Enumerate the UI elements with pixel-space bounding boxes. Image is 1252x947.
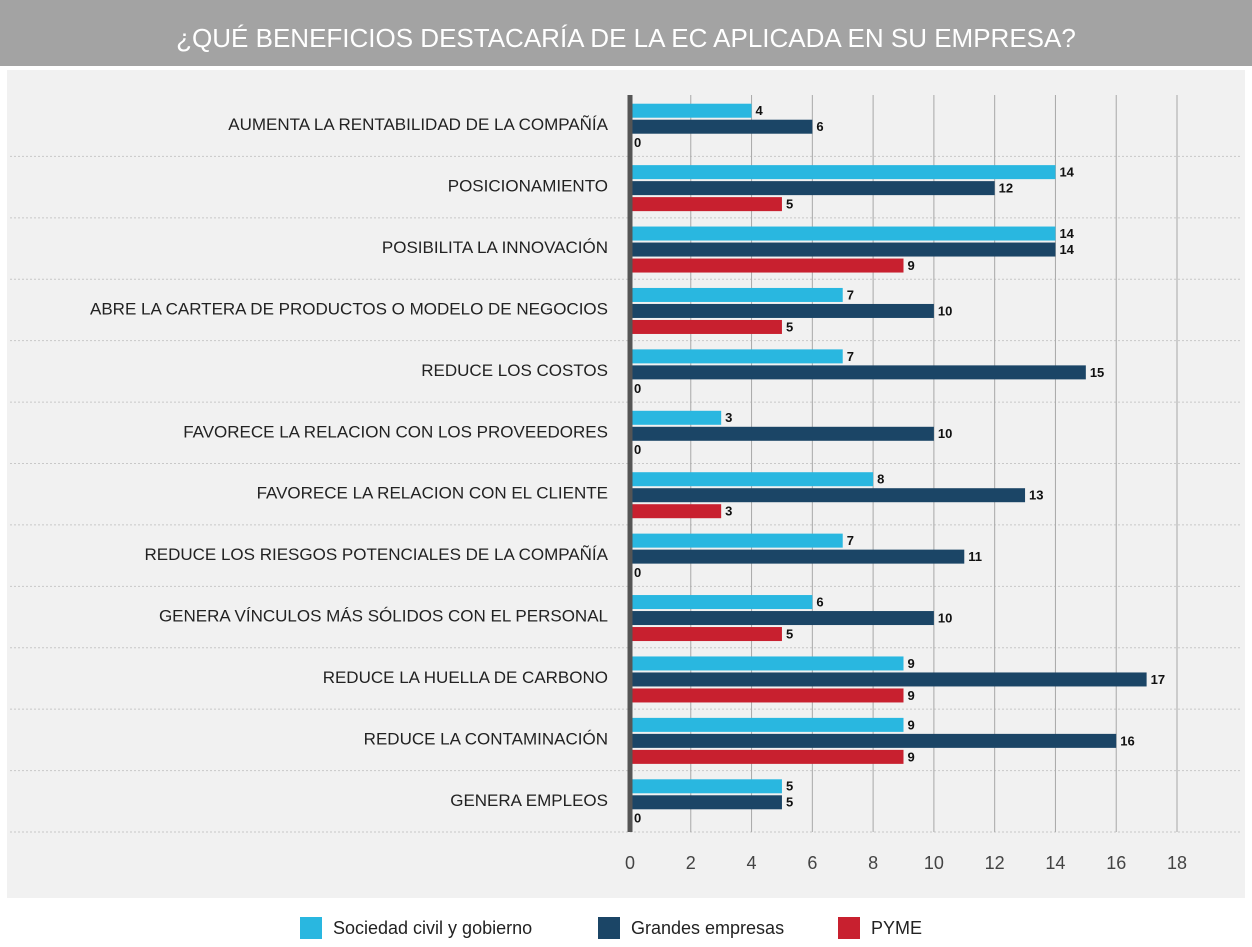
value-label: 0	[634, 565, 641, 580]
value-label: 7	[847, 287, 854, 302]
category-label: POSIBILITA LA INNOVACIÓN	[382, 238, 608, 257]
bar	[630, 488, 1026, 503]
value-label: 8	[877, 472, 884, 487]
value-label: 0	[634, 442, 641, 457]
value-label: 5	[786, 626, 793, 641]
title-banner	[0, 0, 1252, 66]
value-label: 3	[725, 504, 732, 519]
bar	[630, 303, 934, 318]
plot-background	[7, 70, 1245, 898]
value-label: 0	[634, 381, 641, 396]
value-label: 14	[1059, 226, 1074, 241]
value-label: 12	[999, 181, 1013, 196]
x-tick-label: 12	[985, 853, 1005, 873]
x-tick-label: 6	[807, 853, 817, 873]
value-label: 10	[938, 610, 952, 625]
x-tick-label: 8	[868, 853, 878, 873]
legend-label: PYME	[871, 918, 922, 938]
value-label: 7	[847, 349, 854, 364]
value-label: 9	[908, 656, 915, 671]
bar	[630, 533, 843, 548]
legend-swatch	[598, 917, 620, 939]
value-label: 13	[1029, 488, 1043, 503]
bar	[630, 165, 1056, 180]
value-label: 7	[847, 533, 854, 548]
legend-swatch	[300, 917, 322, 939]
category-label: GENERA EMPLEOS	[450, 791, 608, 810]
bar	[630, 287, 843, 302]
value-label: 5	[786, 795, 793, 810]
value-label: 5	[786, 197, 793, 212]
value-label: 5	[786, 319, 793, 334]
bar	[630, 426, 934, 441]
bar	[630, 258, 904, 273]
x-tick-label: 4	[747, 853, 757, 873]
x-tick-label: 0	[625, 853, 635, 873]
value-label: 14	[1059, 242, 1074, 257]
value-label: 16	[1120, 733, 1134, 748]
value-label: 15	[1090, 365, 1104, 380]
bar	[630, 795, 782, 810]
bar	[630, 242, 1056, 257]
category-label: ABRE LA CARTERA DE PRODUCTOS O MODELO DE…	[90, 299, 608, 318]
bar	[630, 181, 995, 196]
category-label: AUMENTA LA RENTABILIDAD DE LA COMPAÑÍA	[228, 115, 608, 134]
legend-label: Grandes empresas	[631, 918, 784, 938]
value-label: 0	[634, 135, 641, 150]
bar	[630, 595, 813, 610]
x-tick-label: 16	[1106, 853, 1126, 873]
bar	[630, 779, 782, 794]
bar	[630, 226, 1056, 241]
value-label: 10	[938, 426, 952, 441]
chart-title: ¿QUÉ BENEFICIOS DESTACARÍA DE LA EC APLI…	[176, 23, 1076, 53]
value-label: 10	[938, 303, 952, 318]
value-label: 9	[908, 258, 915, 273]
bar	[630, 472, 874, 487]
bar	[630, 504, 722, 519]
value-label: 4	[756, 103, 764, 118]
bar	[630, 733, 1117, 748]
bar	[630, 119, 813, 134]
bar	[630, 611, 934, 626]
category-label: FAVORECE LA RELACION CON LOS PROVEEDORES	[183, 422, 608, 441]
bar	[630, 103, 752, 118]
category-label: GENERA VÍNCULOS MÁS SÓLIDOS CON EL PERSO…	[159, 607, 608, 626]
bar	[630, 365, 1086, 380]
x-tick-label: 2	[686, 853, 696, 873]
legend-swatch	[838, 917, 860, 939]
value-label: 17	[1151, 672, 1165, 687]
x-tick-label: 10	[924, 853, 944, 873]
bar	[630, 549, 965, 564]
bar	[630, 656, 904, 671]
bar	[630, 197, 782, 212]
value-label: 9	[908, 688, 915, 703]
bar	[630, 688, 904, 703]
value-label: 6	[816, 119, 823, 134]
bar	[630, 349, 843, 364]
value-label: 14	[1059, 165, 1074, 180]
bar	[630, 749, 904, 764]
value-label: 0	[634, 811, 641, 826]
bar	[630, 717, 904, 732]
bar	[630, 410, 722, 425]
value-label: 5	[786, 779, 793, 794]
value-label: 6	[816, 594, 823, 609]
x-tick-label: 18	[1167, 853, 1187, 873]
category-label: REDUCE LOS COSTOS	[421, 361, 608, 380]
value-label: 9	[908, 749, 915, 764]
category-label: POSICIONAMIENTO	[448, 177, 608, 196]
bar	[630, 672, 1147, 687]
legend-label: Sociedad civil y gobierno	[333, 918, 532, 938]
category-label: REDUCE LA CONTAMINACIÓN	[364, 729, 608, 748]
category-label: REDUCE LA HUELLA DE CARBONO	[323, 668, 608, 687]
value-label: 3	[725, 410, 732, 425]
value-label: 11	[968, 549, 982, 564]
x-tick-label: 14	[1045, 853, 1065, 873]
category-label: REDUCE LOS RIESGOS POTENCIALES DE LA COM…	[144, 545, 608, 564]
category-label: FAVORECE LA RELACION CON EL CLIENTE	[257, 484, 608, 503]
bar	[630, 319, 782, 334]
bar	[630, 627, 782, 642]
value-label: 9	[908, 717, 915, 732]
